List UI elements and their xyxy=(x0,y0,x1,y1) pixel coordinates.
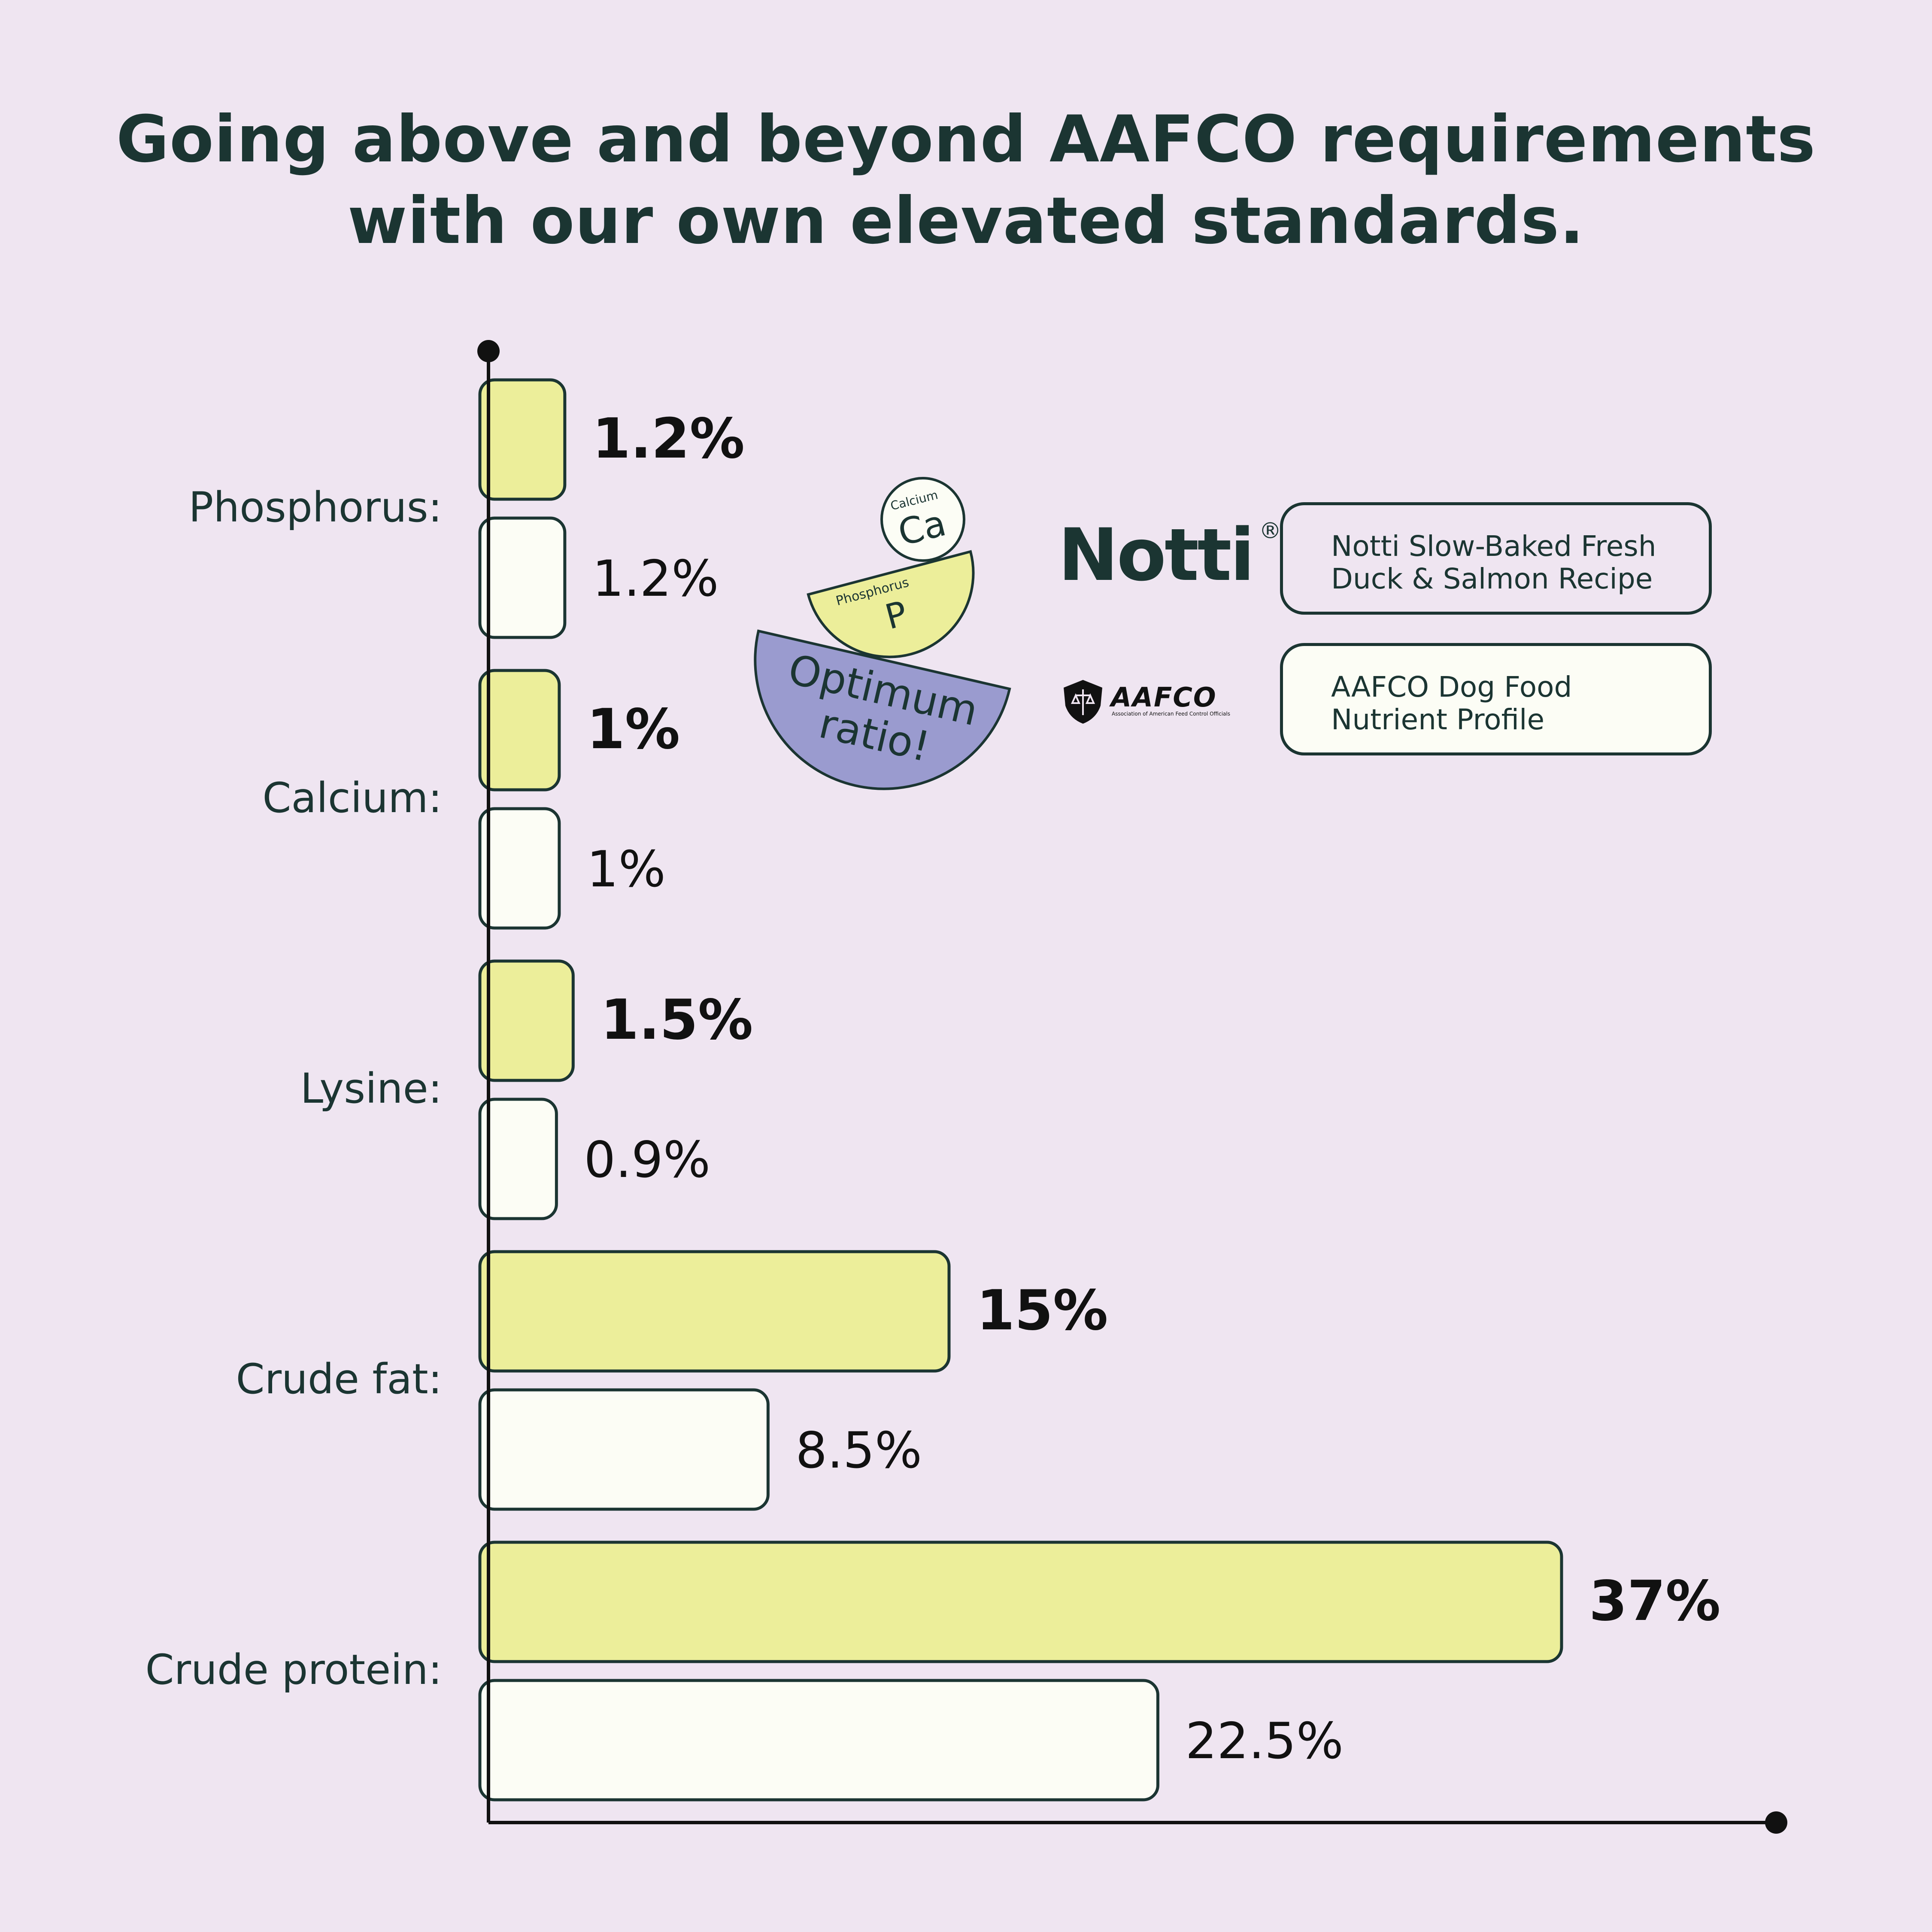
aafco-brand-text: AAFCO xyxy=(1111,682,1217,713)
notti-bar-lysine xyxy=(478,959,575,1082)
notti-logo: Notti ® xyxy=(1058,513,1281,597)
aafco-value-label-lysine: 0.9% xyxy=(584,1131,710,1189)
legend-item-aafco: AAFCO Dog Food Nutrient Profile xyxy=(1280,643,1712,755)
x-axis-end-dot xyxy=(1765,1811,1787,1834)
aafco-brand-subtitle: Association of American Feed Control Off… xyxy=(1112,711,1230,717)
category-label-lysine: Lysine: xyxy=(300,1065,442,1113)
aafco-value-label-phosphorus: 1.2% xyxy=(592,550,719,608)
category-label-crude-protein: Crude protein: xyxy=(146,1646,442,1694)
notti-bar-crude-fat xyxy=(478,1250,951,1373)
legend-notti-line-1: Notti Slow-Baked Fresh xyxy=(1331,530,1656,563)
legend-aafco-line-2: Nutrient Profile xyxy=(1331,703,1545,736)
aafco-bar-lysine xyxy=(478,1098,558,1220)
category-label-phosphorus: Phosphorus: xyxy=(188,483,442,531)
notti-value-label-crude-fat: 15% xyxy=(977,1279,1108,1343)
aafco-value-label-crude-fat: 8.5% xyxy=(795,1422,922,1480)
aafco-shield-icon xyxy=(1064,680,1102,724)
category-label-crude-fat: Crude fat: xyxy=(236,1355,442,1403)
aafco-bar-crude-protein xyxy=(478,1679,1159,1802)
ratio-graphic: Optimum ratio! Phosphorus P Calcium Ca xyxy=(754,477,1011,790)
legend-item-notti: Notti Slow-Baked Fresh Duck & Salmon Rec… xyxy=(1280,502,1712,615)
notti-bar-calcium xyxy=(478,669,561,792)
category-label-calcium: Calcium: xyxy=(262,774,442,822)
optimum-ratio-bowl xyxy=(754,629,1011,790)
phosphorus-half-circle xyxy=(807,550,975,658)
notti-value-label-calcium: 1% xyxy=(587,698,680,761)
registered-mark: ® xyxy=(1259,518,1281,544)
notti-value-label-lysine: 1.5% xyxy=(601,988,753,1052)
notti-brand-text: Notti xyxy=(1058,513,1255,597)
calcium-circle xyxy=(880,477,965,562)
aafco-bar-calcium xyxy=(478,807,561,930)
notti-value-label-crude-protein: 37% xyxy=(1589,1569,1720,1633)
title-line-1: Going above and beyond AAFCO requirement… xyxy=(116,102,1816,177)
title-line-2: with our own elevated standards. xyxy=(347,184,1585,258)
notti-bar-crude-protein xyxy=(478,1541,1563,1663)
aafco-value-label-calcium: 1% xyxy=(587,840,666,898)
legend-aafco-line-1: AAFCO Dog Food xyxy=(1331,670,1572,704)
page-title: Going above and beyond AAFCO requirement… xyxy=(0,99,1932,262)
legend-notti-line-2: Duck & Salmon Recipe xyxy=(1331,562,1653,595)
notti-bar-phosphorus xyxy=(478,378,567,501)
aafco-bar-crude-fat xyxy=(478,1388,770,1511)
aafco-value-label-crude-protein: 22.5% xyxy=(1185,1712,1344,1770)
notti-value-label-phosphorus: 1.2% xyxy=(592,407,745,471)
aafco-bar-phosphorus xyxy=(478,516,567,639)
